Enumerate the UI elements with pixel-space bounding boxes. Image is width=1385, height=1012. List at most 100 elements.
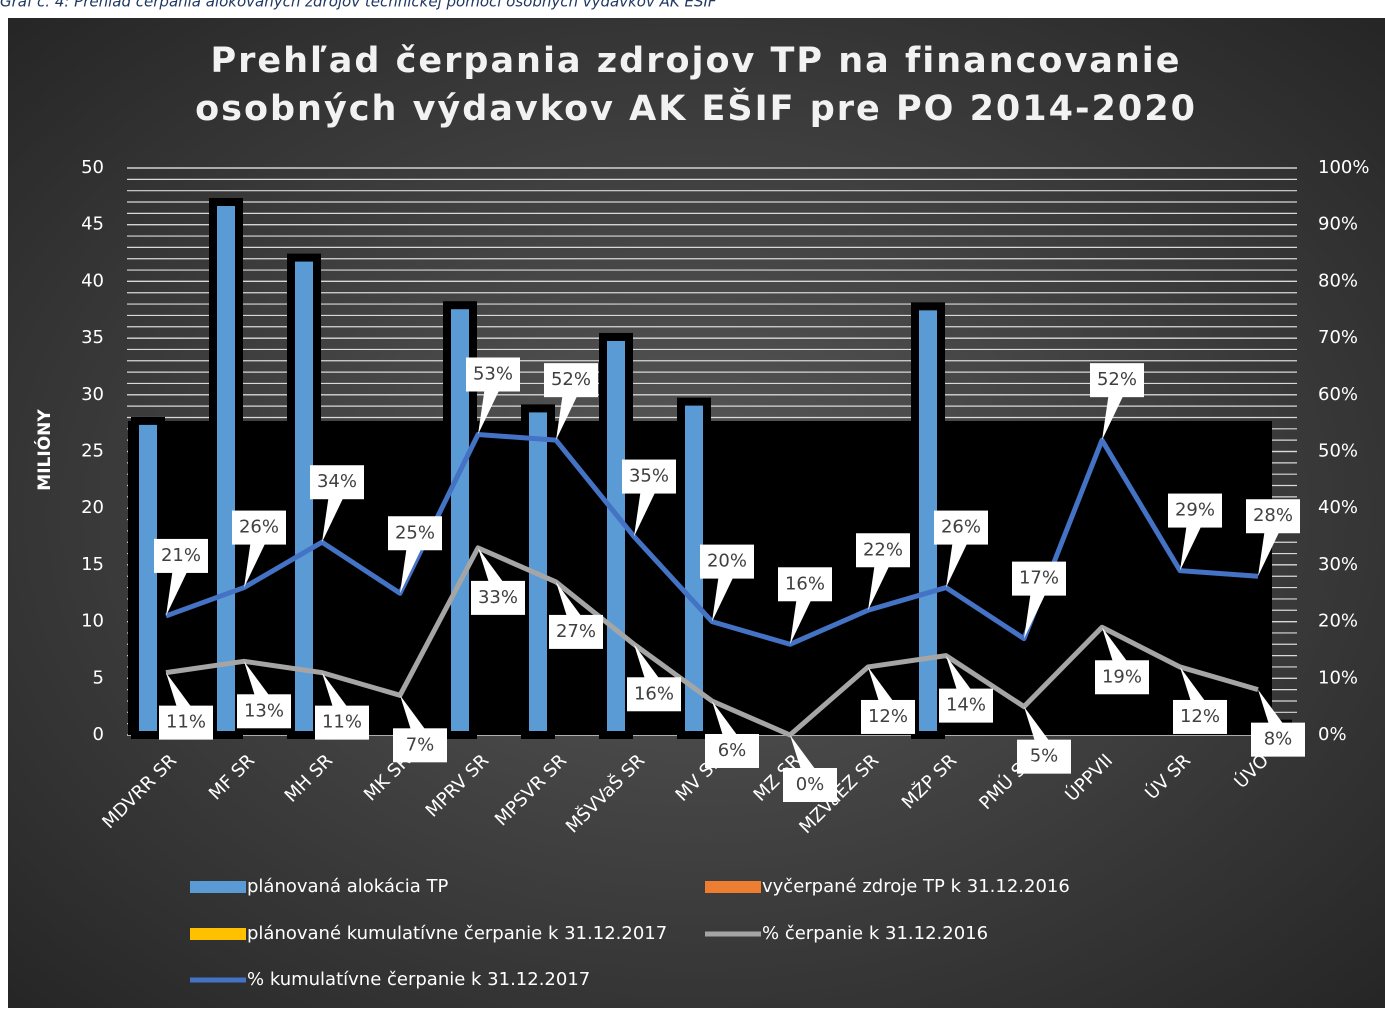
label-box bbox=[627, 677, 681, 712]
data-label: 16% bbox=[634, 683, 674, 704]
label-pointer bbox=[478, 386, 501, 435]
label-box bbox=[1012, 561, 1066, 596]
y2-tick-label: 30% bbox=[1318, 554, 1358, 575]
bar bbox=[131, 416, 165, 739]
data-label: 11% bbox=[322, 712, 362, 733]
data-label: 5% bbox=[1030, 746, 1059, 767]
label-box bbox=[315, 705, 369, 740]
label-pointer bbox=[478, 547, 506, 586]
y2-tick-label: 70% bbox=[1318, 327, 1358, 348]
label-pointer bbox=[244, 539, 267, 588]
data-label: 26% bbox=[941, 517, 981, 538]
bar bbox=[599, 332, 633, 739]
y2-tick-label: 90% bbox=[1318, 214, 1358, 235]
legend-label: % kumulatívne čerpanie k 31.12.2017 bbox=[247, 969, 590, 990]
label-pointer bbox=[1024, 590, 1047, 639]
label-pointer bbox=[946, 539, 969, 588]
data-label: 13% bbox=[244, 700, 284, 721]
y2-tick-label: 0% bbox=[1318, 724, 1347, 745]
label-pointer bbox=[712, 700, 740, 739]
label-pointer bbox=[322, 672, 350, 711]
label-box bbox=[232, 510, 286, 545]
y2-tick-label: 40% bbox=[1318, 497, 1358, 518]
data-label: 34% bbox=[317, 471, 357, 492]
label-box bbox=[861, 699, 915, 734]
data-label: 27% bbox=[556, 621, 596, 642]
label-pointer bbox=[946, 655, 974, 694]
label-pointer bbox=[790, 735, 818, 773]
y2-tick-label: 80% bbox=[1318, 270, 1358, 291]
label-pointer bbox=[400, 545, 423, 594]
label-pointer bbox=[400, 695, 428, 734]
label-box bbox=[1168, 493, 1222, 528]
data-label: 19% bbox=[1102, 666, 1142, 687]
data-label: 11% bbox=[166, 712, 206, 733]
data-label: 12% bbox=[868, 706, 908, 727]
legend-swatch bbox=[190, 881, 246, 893]
label-box bbox=[622, 459, 676, 494]
label-box bbox=[700, 544, 754, 579]
label-pointer bbox=[166, 672, 194, 711]
label-box bbox=[934, 510, 988, 545]
label-pointer bbox=[556, 581, 584, 620]
label-pointer bbox=[1258, 689, 1286, 728]
data-label: 52% bbox=[551, 369, 591, 390]
label-pointer bbox=[634, 644, 662, 683]
label-pointer bbox=[1180, 522, 1203, 571]
data-label: 21% bbox=[161, 545, 201, 566]
label-box bbox=[705, 733, 759, 768]
label-box bbox=[471, 580, 525, 615]
data-label: 16% bbox=[785, 573, 825, 594]
y2-tick-label: 100% bbox=[1318, 157, 1369, 178]
label-box bbox=[388, 516, 442, 551]
data-label: 29% bbox=[1175, 500, 1215, 521]
label-pointer bbox=[244, 661, 272, 700]
data-label: 25% bbox=[395, 522, 435, 543]
data-label: 26% bbox=[239, 517, 279, 538]
y-tick-label: 30 bbox=[81, 384, 104, 405]
y-tick-label: 15 bbox=[81, 554, 104, 575]
label-box bbox=[544, 363, 598, 398]
y-tick-label: 45 bbox=[81, 214, 104, 235]
label-pointer bbox=[1102, 627, 1130, 666]
legend-swatch bbox=[705, 881, 761, 893]
y-axis-title: MILIÓNY bbox=[33, 409, 55, 491]
data-label: 52% bbox=[1097, 369, 1137, 390]
data-label: 22% bbox=[863, 539, 903, 560]
y-tick-label: 50 bbox=[81, 157, 104, 178]
y-tick-label: 0 bbox=[93, 724, 104, 745]
label-box bbox=[393, 728, 447, 763]
data-label: 7% bbox=[406, 734, 435, 755]
legend-label: plánované kumulatívne čerpanie k 31.12.2… bbox=[247, 923, 667, 944]
y2-tick-label: 50% bbox=[1318, 441, 1358, 462]
label-box bbox=[1246, 499, 1300, 534]
label-pointer bbox=[712, 573, 735, 622]
label-box bbox=[1090, 363, 1144, 398]
legend-label: % čerpanie k 31.12.2016 bbox=[762, 923, 988, 944]
label-box bbox=[783, 768, 837, 802]
label-pointer bbox=[322, 494, 345, 543]
y2-tick-label: 10% bbox=[1318, 667, 1358, 688]
label-box bbox=[939, 688, 993, 723]
label-pointer bbox=[1024, 706, 1052, 745]
data-label: 12% bbox=[1180, 706, 1220, 727]
chart-title: Prehľad čerpania zdrojov TP na financova… bbox=[210, 41, 1181, 81]
label-box bbox=[1173, 699, 1227, 734]
label-box bbox=[856, 533, 910, 568]
label-box bbox=[154, 538, 208, 573]
data-label: 35% bbox=[629, 466, 669, 487]
y-tick-label: 35 bbox=[81, 327, 104, 348]
data-label: 33% bbox=[478, 587, 518, 608]
label-box bbox=[1017, 739, 1071, 774]
label-pointer bbox=[166, 567, 189, 616]
y-tick-label: 5 bbox=[93, 667, 104, 688]
label-box bbox=[310, 465, 364, 500]
legend-label: vyčerpané zdroje TP k 31.12.2016 bbox=[762, 876, 1070, 897]
label-pointer bbox=[1102, 392, 1125, 441]
data-label: 53% bbox=[473, 363, 513, 384]
chart-title: osobných výdavkov AK EŠIF pre PO 2014-20… bbox=[195, 87, 1197, 129]
data-label: 14% bbox=[946, 695, 986, 716]
y-tick-label: 40 bbox=[81, 270, 104, 291]
legend-label: plánovaná alokácia TP bbox=[247, 876, 449, 897]
